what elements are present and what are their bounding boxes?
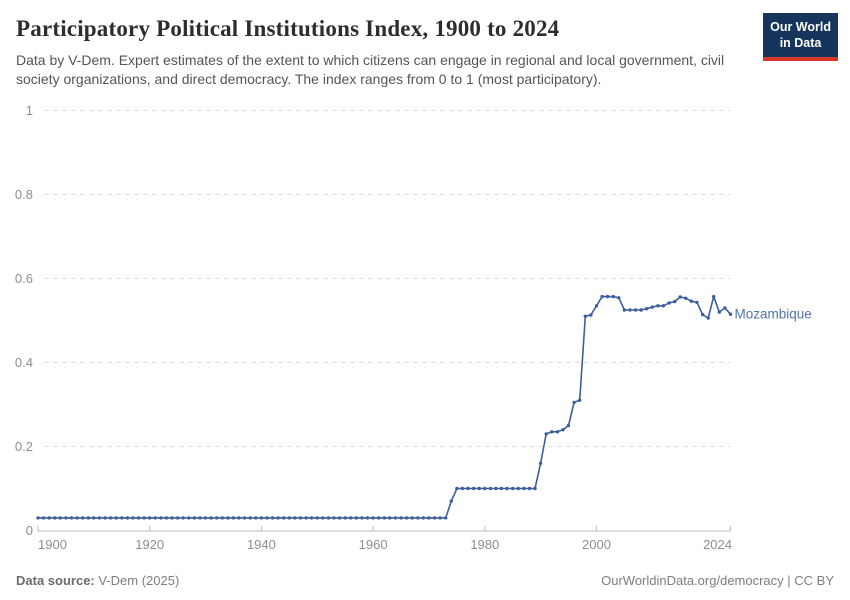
- chart-subtitle: Data by V-Dem. Expert estimates of the e…: [16, 52, 725, 87]
- x-tick-label: 1920: [135, 537, 164, 552]
- data-source: Data source: V-Dem (2025): [16, 573, 179, 588]
- owid-logo-line1: Our World: [770, 20, 831, 34]
- owid-logo[interactable]: Our World in Data: [763, 13, 838, 61]
- y-tick-label: 0.2: [15, 439, 33, 454]
- series-line-mozambique[interactable]: [37, 295, 732, 519]
- x-tick-label: 2024: [703, 537, 732, 552]
- chart-title: Participatory Political Institutions Ind…: [16, 16, 560, 41]
- x-tick-label: 1900: [38, 537, 67, 552]
- chart-footer: Data source: V-Dem (2025) OurWorldinData…: [16, 573, 834, 588]
- data-source-label: Data source:: [16, 573, 95, 588]
- data-source-value: V-Dem (2025): [98, 573, 180, 588]
- x-axis: 1900 1920 1940 1960 1980 2000 2024: [37, 526, 732, 552]
- x-tick-label: 2000: [582, 537, 611, 552]
- owid-logo-line2: in Data: [779, 36, 822, 51]
- x-tick-label: 1980: [470, 537, 499, 552]
- x-tick-label: 1940: [247, 537, 276, 552]
- y-gridlines: 0 0.2 0.4 0.6 0.8 1: [15, 103, 731, 538]
- y-tick-label: 1: [26, 103, 33, 118]
- y-tick-label: 0.4: [15, 355, 33, 370]
- entity-label-mozambique[interactable]: Mozambique: [735, 307, 812, 322]
- chart-header: Participatory Political Institutions Ind…: [16, 16, 756, 88]
- y-tick-label: 0: [26, 523, 33, 538]
- x-tick-label: 1960: [359, 537, 388, 552]
- data-points-mozambique: [36, 294, 733, 520]
- y-tick-label: 0.8: [15, 187, 33, 202]
- y-tick-label: 0.6: [15, 271, 33, 286]
- credit-link[interactable]: OurWorldinData.org/democracy | CC BY: [601, 573, 834, 588]
